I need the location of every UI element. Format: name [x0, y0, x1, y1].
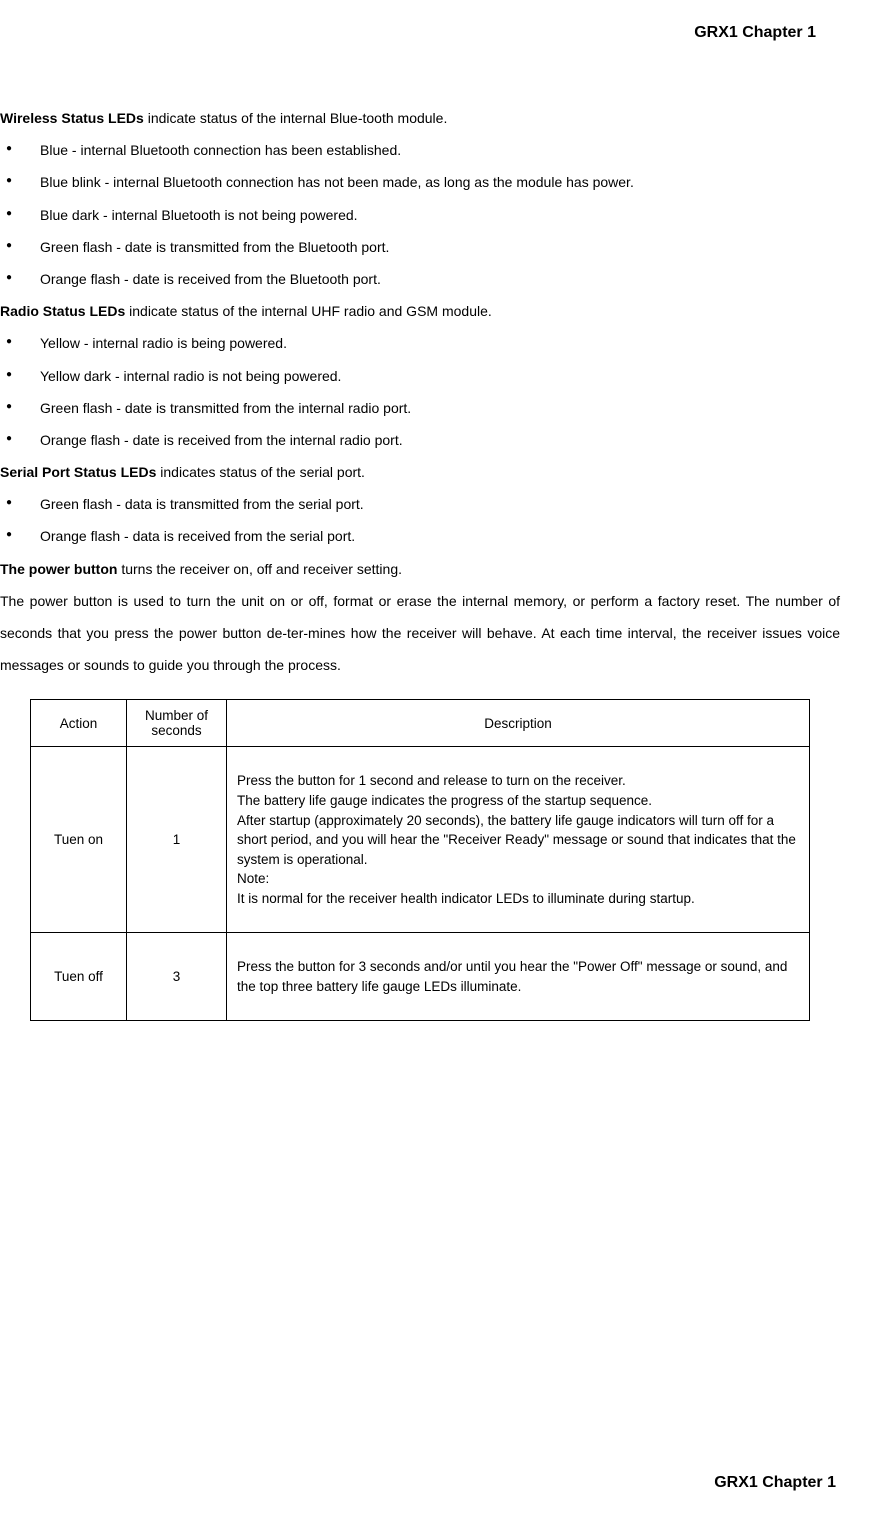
power-lead-bold: The power button — [0, 561, 117, 577]
radio-lead-rest: indicate status of the internal UHF radi… — [125, 303, 492, 319]
col-header-seconds: Number of seconds — [127, 700, 227, 747]
radio-lead: Radio Status LEDs indicate status of the… — [0, 295, 840, 327]
cell-description: Press the button for 3 seconds and/or un… — [227, 933, 810, 1021]
col-header-description: Description — [227, 700, 810, 747]
list-item: Blue dark - internal Bluetooth is not be… — [0, 199, 840, 231]
cell-action: Tuen on — [31, 747, 127, 933]
radio-lead-bold: Radio Status LEDs — [0, 303, 125, 319]
power-lead: The power button turns the receiver on, … — [0, 553, 840, 585]
cell-action: Tuen off — [31, 933, 127, 1021]
serial-lead: Serial Port Status LEDs indicates status… — [0, 456, 840, 488]
serial-lead-rest: indicates status of the serial port. — [156, 464, 365, 480]
cell-seconds: 1 — [127, 747, 227, 933]
wireless-list: Blue - internal Bluetooth connection has… — [0, 134, 840, 295]
page-header: GRX1 Chapter 1 — [0, 24, 866, 42]
col-header-action: Action — [31, 700, 127, 747]
power-lead-rest: turns the receiver on, off and receiver … — [117, 561, 402, 577]
table-header-row: Action Number of seconds Description — [31, 700, 810, 747]
wireless-lead-bold: Wireless Status LEDs — [0, 110, 144, 126]
wireless-lead: Wireless Status LEDs indicate status of … — [0, 102, 840, 134]
table-row: Tuen on 1 Press the button for 1 second … — [31, 747, 810, 933]
power-body: The power button is used to turn the uni… — [0, 585, 840, 682]
list-item: Yellow dark - internal radio is not bein… — [0, 360, 840, 392]
list-item: Yellow - internal radio is being powered… — [0, 327, 840, 359]
table-row: Tuen off 3 Press the button for 3 second… — [31, 933, 810, 1021]
list-item: Orange flash - date is received from the… — [0, 263, 840, 295]
list-item: Orange flash - data is received from the… — [0, 520, 840, 552]
serial-lead-bold: Serial Port Status LEDs — [0, 464, 156, 480]
serial-list: Green flash - data is transmitted from t… — [0, 488, 840, 552]
cell-seconds: 3 — [127, 933, 227, 1021]
page-footer: GRX1 Chapter 1 — [714, 1474, 836, 1492]
cell-description: Press the button for 1 second and releas… — [227, 747, 810, 933]
power-button-table: Action Number of seconds Description Tue… — [30, 699, 810, 1021]
list-item: Blue blink - internal Bluetooth connecti… — [0, 166, 840, 198]
list-item: Orange flash - date is received from the… — [0, 424, 840, 456]
radio-list: Yellow - internal radio is being powered… — [0, 327, 840, 456]
list-item: Green flash - date is transmitted from t… — [0, 231, 840, 263]
document-body: Wireless Status LEDs indicate status of … — [0, 102, 866, 1021]
list-item: Green flash - date is transmitted from t… — [0, 392, 840, 424]
list-item: Green flash - data is transmitted from t… — [0, 488, 840, 520]
list-item: Blue - internal Bluetooth connection has… — [0, 134, 840, 166]
wireless-lead-rest: indicate status of the internal Blue-too… — [144, 110, 448, 126]
